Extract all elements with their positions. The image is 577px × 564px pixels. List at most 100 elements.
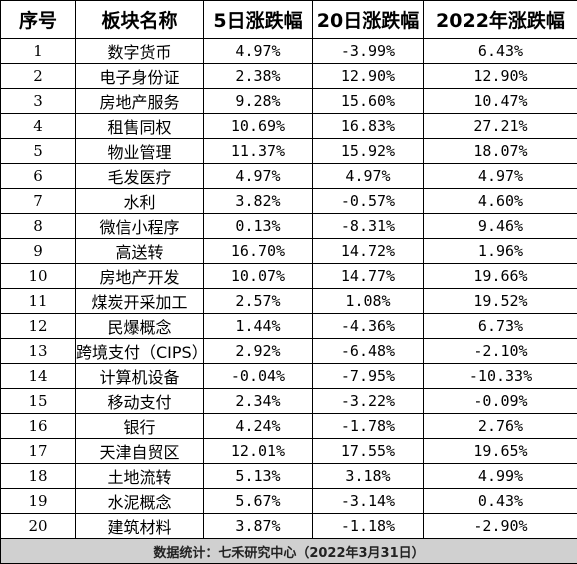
change-5day-cell: 2.57%: [204, 289, 313, 314]
change-20day-cell: -6.48%: [313, 339, 424, 364]
change-2022-cell: -2.10%: [424, 339, 577, 364]
change-5day-cell: 4.24%: [204, 414, 313, 439]
change-5day-cell: 2.92%: [204, 339, 313, 364]
change-20day-cell: 1.08%: [313, 289, 424, 314]
sector-name-cell: 银行: [76, 414, 204, 439]
sector-name-cell: 高送转: [76, 239, 204, 264]
change-5day-cell: 16.70%: [204, 239, 313, 264]
sector-name-cell: 毛发医疗: [76, 164, 204, 189]
sector-name-cell: 煤炭开采加工: [76, 289, 204, 314]
sector-name-cell: 水利: [76, 189, 204, 214]
change-20day-cell: 4.97%: [313, 164, 424, 189]
sector-name-cell: 天津自贸区: [76, 439, 204, 464]
change-20day-cell: 14.77%: [313, 264, 424, 289]
sector-name-cell: 微信小程序: [76, 214, 204, 239]
change-5day-cell: 11.37%: [204, 139, 313, 164]
change-5day-cell: 5.67%: [204, 489, 313, 514]
change-5day-cell: 10.07%: [204, 264, 313, 289]
change-2022-cell: -10.33%: [424, 364, 577, 389]
change-5day-cell: 1.44%: [204, 314, 313, 339]
sector-name-cell: 房地产服务: [76, 89, 204, 114]
change-2022-cell: 19.52%: [424, 289, 577, 314]
change-2022-cell: 6.43%: [424, 39, 577, 64]
rank-cell: 16: [1, 414, 76, 439]
rank-cell: 12: [1, 314, 76, 339]
change-2022-cell: 2.76%: [424, 414, 577, 439]
change-20day-cell: -3.99%: [313, 39, 424, 64]
change-2022-cell: -2.90%: [424, 514, 577, 539]
rank-cell: 10: [1, 264, 76, 289]
sector-name-cell: 民爆概念: [76, 314, 204, 339]
header-5day-change: 5日涨跌幅: [204, 1, 313, 39]
change-2022-cell: 4.97%: [424, 164, 577, 189]
change-5day-cell: 3.87%: [204, 514, 313, 539]
change-20day-cell: 14.72%: [313, 239, 424, 264]
change-2022-cell: 18.07%: [424, 139, 577, 164]
change-20day-cell: 12.90%: [313, 64, 424, 89]
change-20day-cell: -1.18%: [313, 514, 424, 539]
header-row: 序号 板块名称 5日涨跌幅 20日涨跌幅 2022年涨跌幅: [1, 1, 577, 39]
rank-cell: 5: [1, 139, 76, 164]
rank-cell: 3: [1, 89, 76, 114]
header-sector-name: 板块名称: [76, 1, 204, 39]
sector-name-cell: 建筑材料: [76, 514, 204, 539]
footer-row: 数据统计：七禾研究中心（2022年3月31日）: [1, 539, 577, 564]
change-20day-cell: 3.18%: [313, 464, 424, 489]
change-5day-cell: 2.38%: [204, 64, 313, 89]
data-source-note: 数据统计：七禾研究中心（2022年3月31日）: [1, 539, 577, 564]
change-5day-cell: 9.28%: [204, 89, 313, 114]
change-20day-cell: -7.95%: [313, 364, 424, 389]
change-2022-cell: 12.90%: [424, 64, 577, 89]
change-2022-cell: -0.09%: [424, 389, 577, 414]
rank-cell: 13: [1, 339, 76, 364]
rank-cell: 1: [1, 39, 76, 64]
change-5day-cell: 12.01%: [204, 439, 313, 464]
rank-cell: 14: [1, 364, 76, 389]
change-20day-cell: -3.14%: [313, 489, 424, 514]
rank-cell: 8: [1, 214, 76, 239]
rank-cell: 18: [1, 464, 76, 489]
change-2022-cell: 4.60%: [424, 189, 577, 214]
sector-name-cell: 电子身份证: [76, 64, 204, 89]
change-20day-cell: -4.36%: [313, 314, 424, 339]
rank-cell: 20: [1, 514, 76, 539]
sector-name-cell: 数字货币: [76, 39, 204, 64]
change-2022-cell: 19.65%: [424, 439, 577, 464]
change-2022-cell: 1.96%: [424, 239, 577, 264]
sector-name-cell: 水泥概念: [76, 489, 204, 514]
rank-cell: 2: [1, 64, 76, 89]
header-2022-change: 2022年涨跌幅: [424, 1, 577, 39]
rank-cell: 4: [1, 114, 76, 139]
header-rank: 序号: [1, 1, 76, 39]
sector-name-cell: 移动支付: [76, 389, 204, 414]
change-20day-cell: 16.83%: [313, 114, 424, 139]
rank-cell: 15: [1, 389, 76, 414]
change-2022-cell: 19.66%: [424, 264, 577, 289]
change-20day-cell: 17.55%: [313, 439, 424, 464]
change-5day-cell: 3.82%: [204, 189, 313, 214]
change-20day-cell: 15.60%: [313, 89, 424, 114]
change-2022-cell: 4.99%: [424, 464, 577, 489]
sector-name-cell: 土地流转: [76, 464, 204, 489]
change-20day-cell: -1.78%: [313, 414, 424, 439]
change-2022-cell: 27.21%: [424, 114, 577, 139]
